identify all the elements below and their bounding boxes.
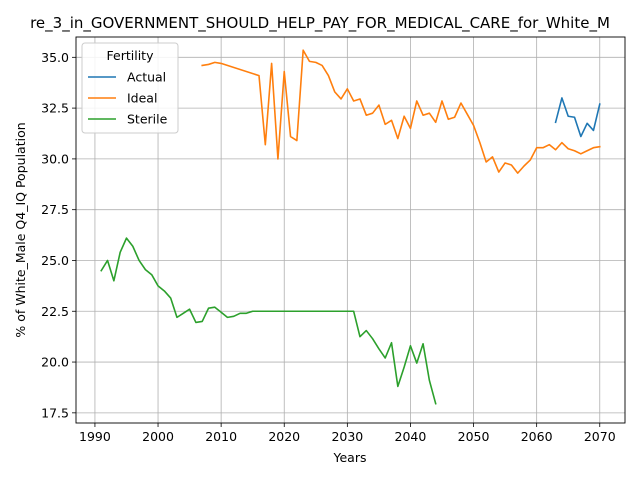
x-tick-label: 2060 — [521, 429, 553, 444]
x-tick-label: 2000 — [142, 429, 174, 444]
y-tick-label: 32.5 — [41, 101, 69, 116]
y-tick-label: 17.5 — [41, 405, 69, 420]
y-tick-label: 22.5 — [41, 304, 69, 319]
x-tick-label: 2050 — [458, 429, 490, 444]
y-tick-label: 20.0 — [41, 355, 69, 370]
x-tick-label: 2010 — [205, 429, 237, 444]
y-tick-label: 25.0 — [41, 253, 69, 268]
legend: Fertility Actual Ideal Sterile — [82, 43, 178, 133]
x-tick-label: 2030 — [331, 429, 363, 444]
x-tick-label: 2040 — [395, 429, 427, 444]
y-tick-label: 30.0 — [41, 151, 69, 166]
x-tick-label: 2020 — [268, 429, 300, 444]
y-tick-label: 35.0 — [41, 50, 69, 65]
y-tick-label: 27.5 — [41, 202, 69, 217]
legend-title: Fertility — [107, 48, 155, 63]
legend-label-sterile: Sterile — [127, 112, 168, 127]
y-axis-label: % of White_Male Q4_IQ Population — [13, 122, 28, 337]
x-axis-label: Years — [333, 450, 367, 465]
legend-label-actual: Actual — [127, 70, 166, 85]
x-tick-label: 2070 — [584, 429, 616, 444]
x-tick-label: 1990 — [79, 429, 111, 444]
legend-label-ideal: Ideal — [127, 91, 157, 106]
chart-title: re_3_in_GOVERNMENT_SHOULD_HELP_PAY_FOR_M… — [30, 14, 610, 33]
